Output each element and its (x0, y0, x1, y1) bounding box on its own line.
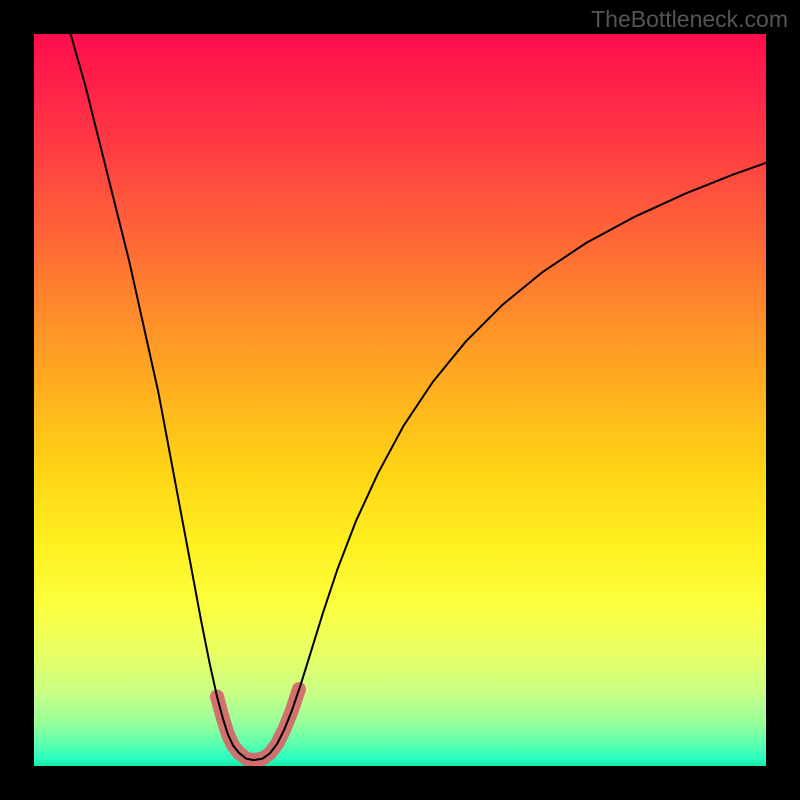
highlight-path-right (254, 689, 299, 760)
main-curve-path (71, 34, 766, 760)
chart-frame: TheBottleneck.com (0, 0, 800, 800)
highlight-path-left (217, 696, 254, 760)
plot-area (34, 34, 766, 766)
watermark-text: TheBottleneck.com (591, 6, 788, 33)
curve-layer (34, 34, 766, 766)
